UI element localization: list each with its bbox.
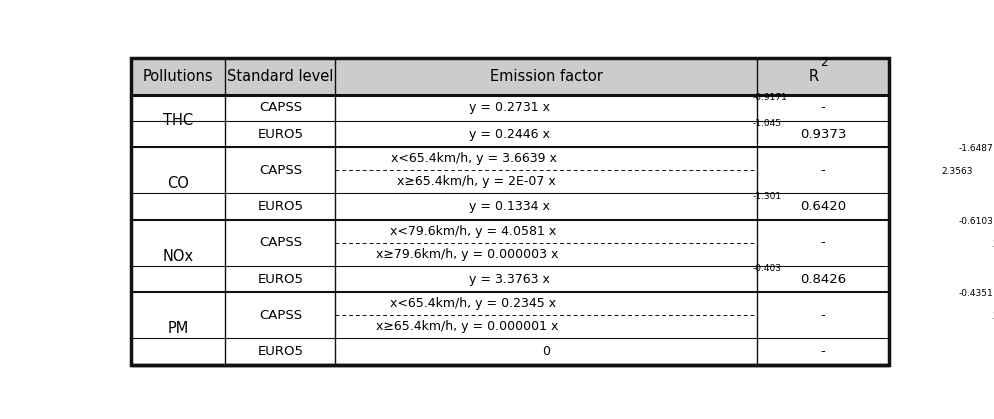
Text: x≥79.6km/h, y = 0.000003 x: x≥79.6km/h, y = 0.000003 x: [376, 248, 558, 261]
Text: EURO5: EURO5: [257, 128, 303, 141]
Text: 0.9373: 0.9373: [799, 128, 845, 141]
Text: y = 3.3763 x: y = 3.3763 x: [469, 273, 550, 286]
Text: CAPSS: CAPSS: [258, 164, 301, 177]
Text: -: -: [820, 345, 824, 358]
Bar: [130, 147, 889, 194]
Bar: [130, 220, 889, 266]
Text: 2.5794: 2.5794: [991, 240, 994, 248]
Text: y = 0.1334 x: y = 0.1334 x: [469, 200, 550, 213]
Text: PM: PM: [167, 321, 189, 336]
Bar: [130, 266, 889, 292]
Text: EURO5: EURO5: [257, 200, 303, 213]
Text: CAPSS: CAPSS: [258, 309, 301, 322]
Text: NOx: NOx: [162, 248, 194, 264]
Text: Standard level: Standard level: [227, 69, 333, 84]
Text: CAPSS: CAPSS: [258, 236, 301, 249]
Text: THC: THC: [163, 114, 193, 129]
Text: y = 0.2731 x: y = 0.2731 x: [469, 101, 550, 114]
Text: x≥65.4km/h, y = 0.000001 x: x≥65.4km/h, y = 0.000001 x: [376, 321, 558, 334]
Text: Pollutions: Pollutions: [142, 69, 213, 84]
Text: Emission factor: Emission factor: [489, 69, 601, 84]
Text: EURO5: EURO5: [257, 273, 303, 286]
Text: 0: 0: [542, 345, 550, 358]
Text: y = 0.2446 x: y = 0.2446 x: [469, 128, 550, 141]
Text: x<65.4km/h, y = 0.2345 x: x<65.4km/h, y = 0.2345 x: [390, 297, 556, 310]
Text: -: -: [820, 164, 824, 177]
Text: EURO5: EURO5: [257, 345, 303, 358]
Text: 2: 2: [820, 57, 827, 70]
Text: -0.9171: -0.9171: [752, 93, 787, 102]
Text: CAPSS: CAPSS: [258, 101, 301, 114]
Text: -1.045: -1.045: [752, 119, 781, 128]
Bar: [130, 58, 889, 95]
Text: 2.4978: 2.4978: [991, 312, 994, 321]
Text: -0.6103: -0.6103: [957, 217, 992, 225]
Bar: [130, 292, 889, 339]
Text: -0.403: -0.403: [752, 264, 781, 273]
Text: -1.301: -1.301: [752, 192, 781, 201]
Text: x<65.4km/h, y = 3.6639 x: x<65.4km/h, y = 3.6639 x: [391, 153, 556, 166]
Text: -0.4351: -0.4351: [957, 289, 992, 298]
Text: -: -: [820, 236, 824, 249]
Text: -: -: [820, 101, 824, 114]
Text: -1.6487: -1.6487: [957, 144, 992, 153]
Bar: [130, 121, 889, 147]
Bar: [130, 95, 889, 121]
Text: CO: CO: [167, 176, 189, 191]
Text: -: -: [820, 309, 824, 322]
Text: R: R: [808, 69, 818, 84]
Text: x≥65.4km/h, y = 2E-07 x: x≥65.4km/h, y = 2E-07 x: [397, 176, 556, 189]
Bar: [130, 194, 889, 220]
Text: x<79.6km/h, y = 4.0581 x: x<79.6km/h, y = 4.0581 x: [390, 225, 556, 238]
Text: 0.8426: 0.8426: [799, 273, 845, 286]
Bar: [130, 339, 889, 365]
Text: 0.6420: 0.6420: [799, 200, 845, 213]
Text: 2.3563: 2.3563: [940, 167, 971, 176]
